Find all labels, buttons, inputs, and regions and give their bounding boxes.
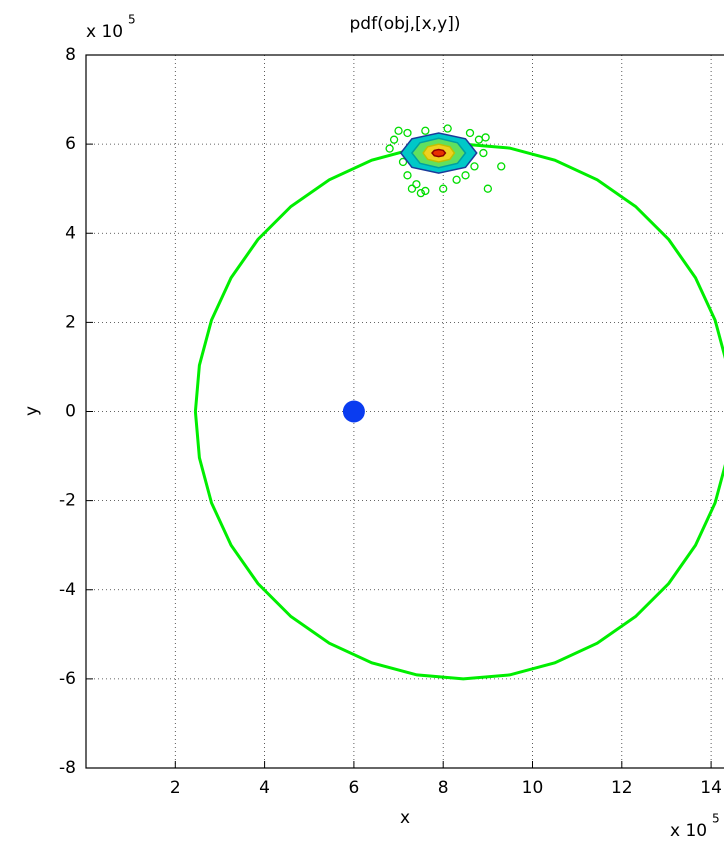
sample-point [439,184,448,193]
x-tick-label: 6 [348,778,359,798]
chart-title: pdf(obj,[x,y]) [350,14,461,34]
x-multiplier-base: x 10 [670,821,707,841]
x-tick-label: 2 [170,778,181,798]
x-axis-label: x [400,808,410,828]
orbit-line [193,142,724,681]
sample-point [443,124,452,133]
sample-point [412,180,421,189]
sample-point [452,175,461,184]
sample-point [461,171,470,180]
sample-point [465,128,475,138]
x-tick-label: 12 [611,778,633,798]
sample-point [470,162,479,171]
x-tick-label: 8 [438,778,449,798]
y-axis-label: y [22,406,42,416]
x-multiplier-exponent: 5 [712,812,720,826]
sample-point [497,162,506,171]
x-tick-label: 4 [259,778,270,798]
y-tick-label: 0 [65,402,76,422]
plot-area [86,55,724,768]
y-tick-label: -4 [59,580,76,600]
sample-point [481,133,490,142]
x-tick-label: 14 [700,778,722,798]
sample-point [416,188,426,198]
sample-point [403,128,412,138]
focus-point [342,400,365,423]
y-tick-label: -6 [59,669,76,689]
y-tick-label: 2 [65,312,76,332]
contour [431,148,447,158]
y-multiplier-base: x 10 [86,22,123,42]
y-tick-label: -8 [59,758,76,778]
y-tick-label: -2 [59,491,76,511]
y-tick-label: 8 [65,45,76,65]
sample-point [385,144,394,153]
y-tick-label: 6 [65,134,76,154]
sample-point [403,171,412,180]
x-tick-label: 10 [522,778,544,798]
sample-point [407,184,417,193]
y-tick-label: 4 [65,223,76,243]
sample-point [398,157,408,167]
plot-frame [85,54,724,769]
y-multiplier-exponent: 5 [128,13,136,27]
sample-point [389,135,399,144]
sample-point [483,184,493,193]
sample-point [394,126,403,135]
sample-point [479,148,488,158]
sample-point [421,126,430,135]
sample-point [421,186,430,196]
